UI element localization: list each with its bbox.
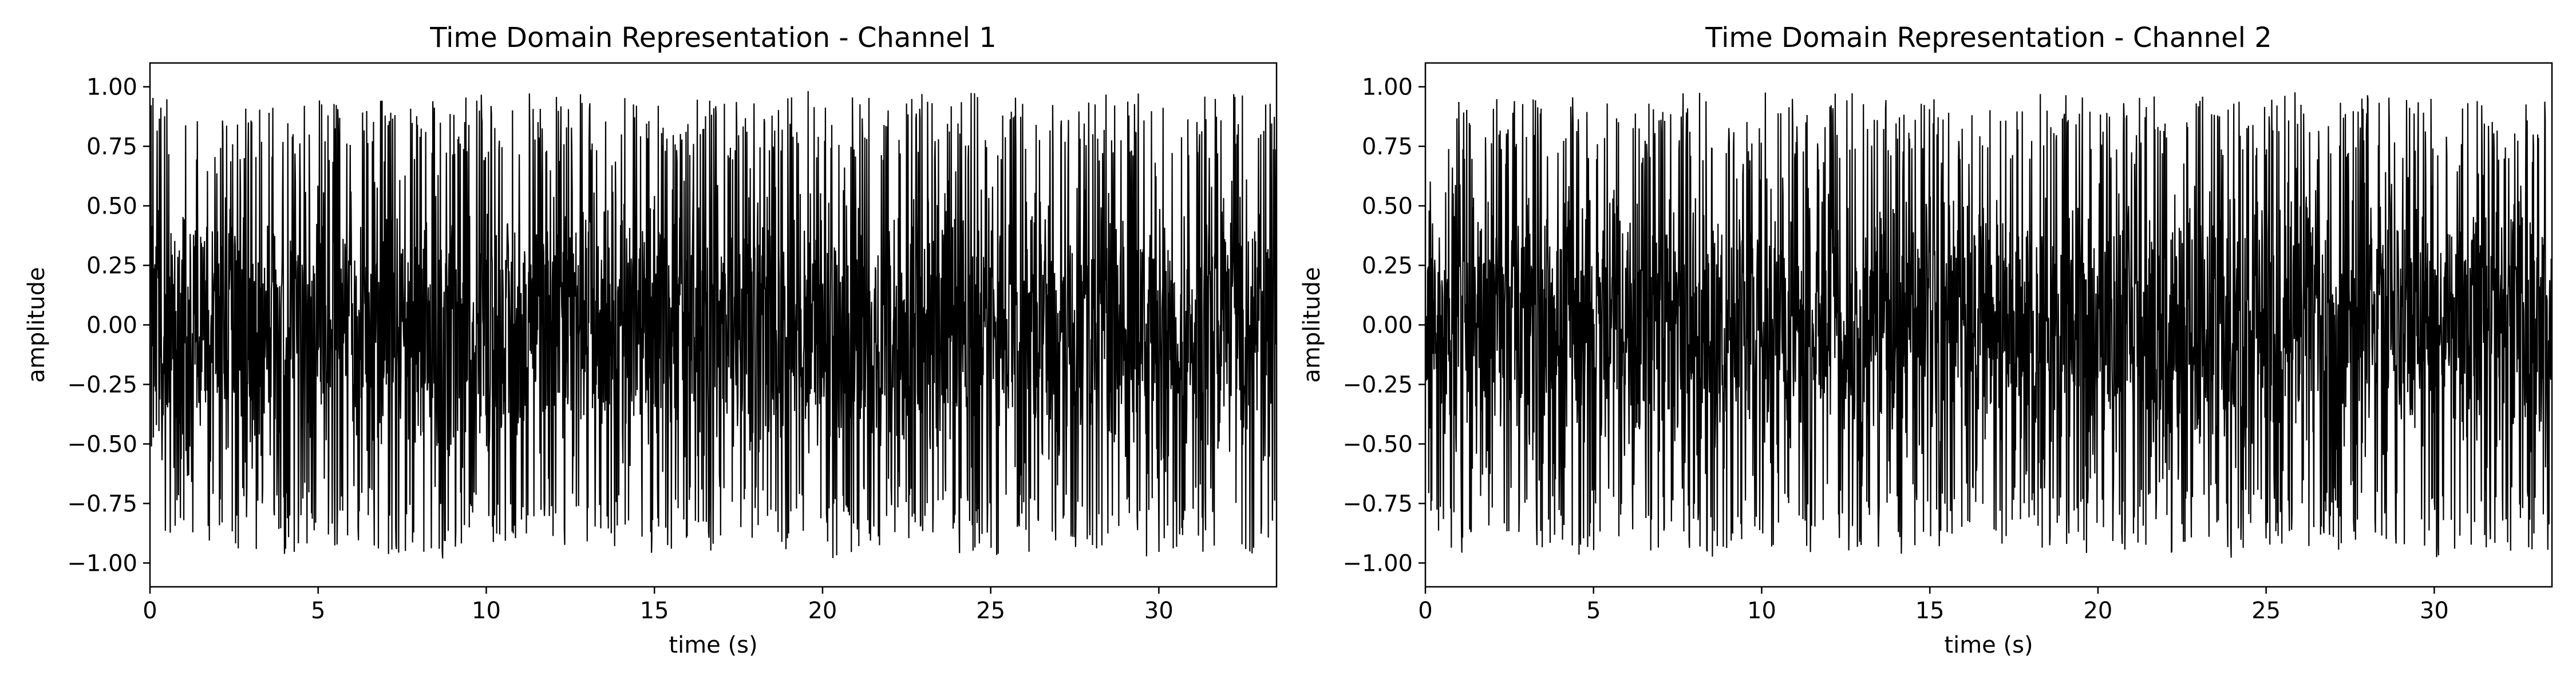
x-tick-label: 5 [311, 598, 325, 624]
chart-panel-channel-2: Time Domain Representation - Channel 2 t… [1299, 22, 2553, 658]
y-tick-label: 0.25 [1362, 253, 1413, 279]
y-tick-label: 0.50 [1362, 194, 1413, 220]
axis-ticks: 0 5 10 15 20 25 30 −1.00 −0.75 −0.50 −0.25 0.00 0.25… [67, 74, 1173, 624]
y-tick-label: 0.75 [86, 134, 137, 160]
y-tick-label: 1.00 [86, 74, 137, 101]
x-tick-label: 20 [2083, 598, 2112, 624]
plot-area [150, 91, 1277, 559]
x-axis-label: time (s) [669, 632, 757, 658]
y-tick-label: −0.75 [67, 491, 137, 517]
x-tick-label: 20 [808, 598, 837, 624]
chart-title: Time Domain Representation - Channel 2 [1705, 22, 2271, 54]
y-tick-label: 0.25 [86, 253, 137, 279]
x-tick-label: 15 [1915, 598, 1945, 624]
y-tick-label: −0.25 [1342, 372, 1413, 398]
x-tick-label: 0 [143, 598, 157, 624]
y-tick-label: 0.00 [1362, 313, 1413, 339]
y-tick-label: −0.50 [1342, 431, 1413, 457]
x-tick-label: 25 [2251, 598, 2281, 624]
x-tick-label: 0 [1418, 598, 1432, 624]
y-axis-label: amplitude [23, 267, 50, 382]
chart-panel-channel-1: Time Domain Representation - Channel 1 t… [23, 22, 1278, 658]
x-tick-label: 25 [976, 598, 1005, 624]
waveform-series-line [1425, 92, 2552, 558]
y-tick-label: −1.00 [1342, 550, 1413, 577]
y-tick-label: −0.75 [1342, 491, 1413, 517]
axes-frame [1424, 62, 2553, 588]
y-tick-label: 0.50 [86, 194, 137, 220]
y-tick-label: 1.00 [1362, 74, 1413, 101]
plot-area [1425, 92, 2552, 558]
waveform-series-line [150, 91, 1277, 559]
x-tick-label: 10 [472, 598, 501, 624]
axes-frame [149, 62, 1278, 588]
y-tick-label: −1.00 [67, 550, 137, 577]
axis-ticks: 0 5 10 15 20 25 30 −1.00 −0.75 −0.50 −0.25 0.00 0.25… [1342, 74, 2448, 624]
y-tick-label: 0.75 [1362, 134, 1413, 160]
x-axis-label: time (s) [1944, 632, 2033, 658]
x-tick-label: 30 [2420, 598, 2449, 624]
y-tick-label: 0.00 [86, 313, 137, 339]
x-tick-label: 30 [1144, 598, 1174, 624]
x-tick-label: 15 [640, 598, 669, 624]
x-tick-label: 10 [1747, 598, 1776, 624]
y-tick-label: −0.25 [67, 372, 137, 398]
y-tick-label: −0.50 [67, 431, 137, 457]
x-tick-label: 5 [1586, 598, 1601, 624]
chart-title: Time Domain Representation - Channel 1 [429, 22, 996, 54]
y-axis-label: amplitude [1299, 267, 1325, 382]
